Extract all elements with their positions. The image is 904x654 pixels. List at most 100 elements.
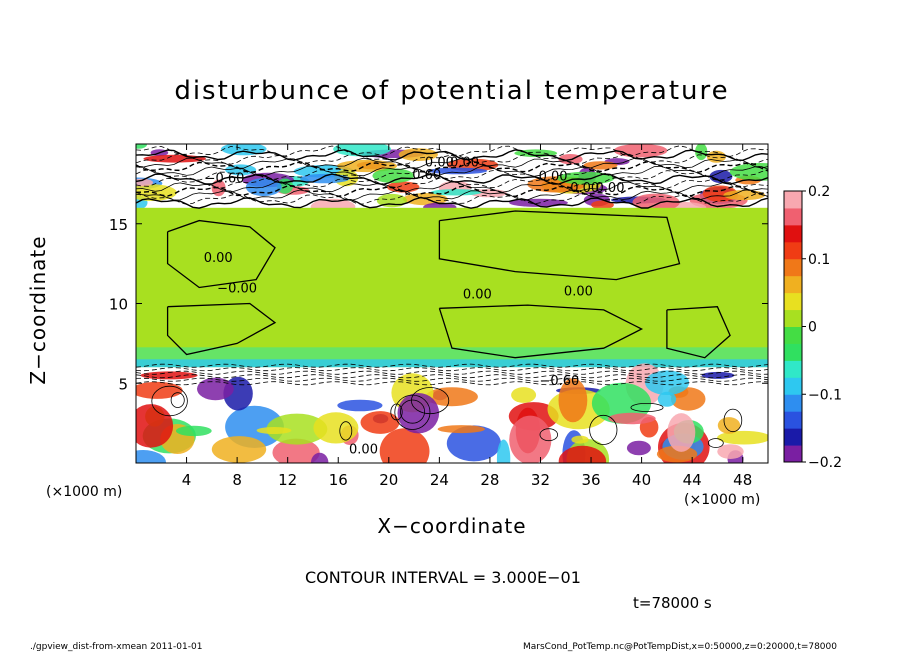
contour-label: 0.00 (349, 442, 378, 457)
lower-contour (539, 428, 559, 442)
upper-contour-line (136, 149, 768, 162)
region-3-blob (717, 430, 768, 445)
x-tick-label: 24 (430, 471, 449, 489)
region-3-blob (558, 445, 607, 463)
upper-contour-line (136, 189, 768, 201)
time-label: t=78000 s (633, 594, 712, 612)
region-3-blob (136, 450, 166, 463)
contour-label: −0.00 (217, 281, 257, 296)
colorbar-swatch (784, 191, 802, 209)
region-0-blob (591, 200, 614, 210)
chart-title: disturbunce of potential temperature (174, 76, 730, 106)
contour-label: 0.00 (596, 181, 625, 196)
x-tick-label: 8 (232, 471, 242, 489)
x-tick-label: 4 (182, 471, 192, 489)
band-contour-line (136, 381, 768, 386)
lower-contour (410, 387, 450, 415)
lower-contour (589, 414, 618, 445)
region-3-blob (717, 444, 744, 459)
lower-contour (399, 399, 425, 424)
zero-contour (666, 306, 731, 359)
region-3-blob (437, 425, 485, 434)
lower-contour (390, 403, 403, 421)
zero-contour (438, 210, 681, 281)
upper-contour-line (136, 160, 768, 174)
heatmap-field: −0.600.000.000.60 0.000.000.000.00−0.00 0.… (136, 144, 768, 463)
region-3-blob (272, 438, 320, 463)
upper-contour-line (136, 173, 768, 186)
x-tick-label: 28 (480, 471, 499, 489)
region-3-blob (311, 452, 329, 463)
x-tick-label: 40 (632, 471, 651, 489)
contour-interval: CONTOUR INTERVAL = 3.000E−01 (305, 568, 581, 587)
region-3-blob (717, 417, 741, 434)
band-contour-line (136, 363, 768, 368)
upper-contour-line (136, 185, 768, 198)
contour-label: 0.00 (204, 251, 233, 266)
colorbar-swatch (784, 326, 802, 344)
region-3-blob (509, 415, 552, 463)
lower-contour (630, 402, 664, 412)
region-0-blob (372, 168, 415, 183)
upper-contour-line (136, 153, 768, 165)
upper-contour-line (136, 177, 768, 189)
zero-contour (166, 219, 276, 289)
region-0-blob (136, 144, 147, 149)
colorbar-swatch (784, 360, 802, 378)
x-tick-label: 16 (329, 471, 348, 489)
contour-label: 0.00 (564, 285, 593, 300)
band-contour-line (136, 377, 768, 382)
region-3-blob (496, 439, 511, 463)
colorbar-swatch (784, 258, 802, 277)
colorbar-tick-label: 0.1 (808, 252, 830, 268)
y-tick-label: 5 (118, 375, 128, 393)
colorbar-swatch (784, 394, 802, 412)
colorbar-swatch (784, 207, 802, 226)
x-tick-label: 32 (531, 471, 550, 489)
x-tick-label: 44 (683, 471, 702, 489)
region-0-blob (300, 173, 350, 184)
region-0-blob (428, 167, 488, 175)
region-3-blob (313, 412, 359, 444)
band-contour-line (136, 367, 768, 372)
region-3-blob (446, 425, 501, 462)
region-3-blob (397, 393, 440, 434)
x-tick-label: 36 (581, 471, 600, 489)
region-3-blob (571, 435, 589, 444)
lower-contour (707, 438, 724, 448)
colorbar-swatch (784, 275, 802, 294)
region-3-blob (511, 387, 537, 403)
band-contour-line (136, 374, 768, 379)
zero-contour (438, 304, 644, 359)
zero-contour (166, 302, 277, 356)
contour-label: 0.00 (450, 155, 479, 170)
lower-contour (394, 394, 431, 430)
contour-label: 0.00 (425, 155, 454, 170)
region-3-blob (425, 387, 478, 407)
colorbar-swatch (784, 428, 802, 446)
footer-left: ./gpview_dist-from-xmean 2011-01-01 (30, 642, 203, 652)
region-0-blob (136, 184, 177, 201)
upper-contour-line (136, 157, 768, 170)
contour-label: 0.00 (463, 288, 492, 303)
lower-contour (151, 385, 188, 417)
colorbar-tick-label: −0.1 (808, 387, 842, 403)
y-axis-label: Z−coordinate (26, 235, 50, 385)
colorbar-swatch (784, 343, 802, 361)
colorbar-swatch (784, 309, 802, 327)
x-axis-label: X−coordinate (377, 514, 527, 538)
lower-contour (723, 408, 743, 433)
colorbar-swatch (784, 411, 802, 429)
contour-label: 0.60 (412, 168, 441, 183)
region-3-blob (256, 427, 292, 434)
contour-label: −0.60 (205, 171, 245, 186)
region-0-blob (225, 164, 257, 176)
region-3-blob (645, 370, 690, 396)
lower-contour (170, 392, 185, 408)
upper-contour-line (136, 196, 768, 209)
x-unit-label-left: (×1000 m) (46, 484, 123, 500)
colorbar-swatch (784, 445, 802, 463)
region-3-blob (197, 377, 234, 401)
x-tick-label: 20 (379, 471, 398, 489)
y-tick-label: 10 (109, 296, 128, 314)
